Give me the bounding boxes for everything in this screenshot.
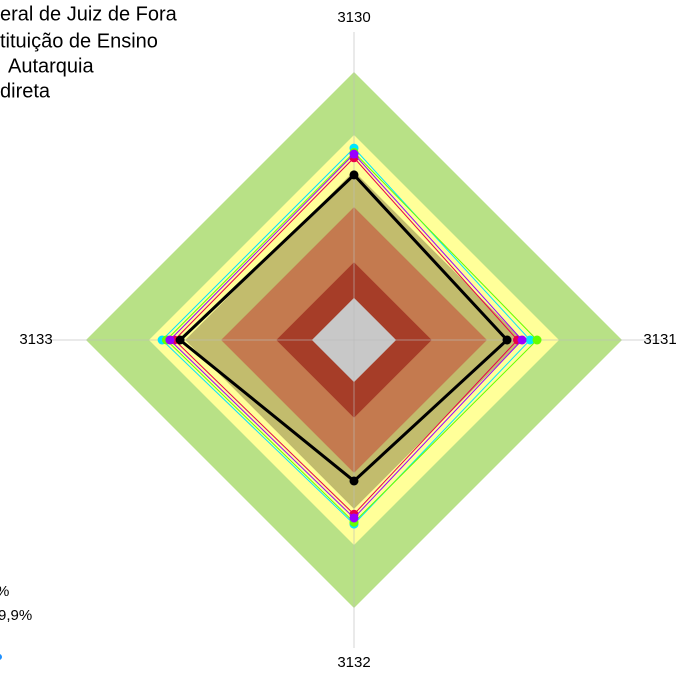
axis-label: 3131 [643, 331, 676, 348]
axis-label: 3130 [337, 9, 370, 26]
legend-text: direta [0, 80, 51, 102]
point [349, 149, 359, 159]
legend-dot [0, 654, 2, 660]
point [349, 170, 359, 180]
legend-text: tituição de Ensino [0, 30, 158, 52]
axis-label: 3133 [19, 331, 52, 348]
point [165, 335, 175, 345]
footnote: % [0, 583, 9, 600]
axis-label: 3132 [337, 654, 370, 671]
point [525, 335, 535, 345]
legend-text: Autarquia [8, 55, 94, 77]
legend-text: eral de Juiz de Fora [0, 3, 178, 25]
footnote: 9,9% [0, 607, 32, 624]
point [349, 476, 359, 486]
point [175, 335, 185, 345]
point [502, 335, 512, 345]
point [517, 335, 527, 345]
point [532, 335, 542, 345]
point [349, 513, 359, 523]
